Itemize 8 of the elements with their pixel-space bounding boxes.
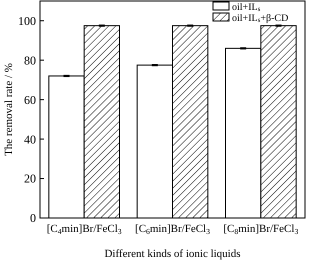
y-tick-label: 0 [30,211,36,226]
y-tick-label: 20 [24,172,36,186]
y-tick-label: 60 [24,92,36,107]
y-tick-label: 80 [24,53,36,68]
y-tick-label: 100 [18,14,36,28]
y-tick-label: 40 [24,132,36,146]
x-axis-title: Different kinds of ionic liquids [104,248,241,260]
y-axis-title: The removal rate / % [3,63,15,156]
